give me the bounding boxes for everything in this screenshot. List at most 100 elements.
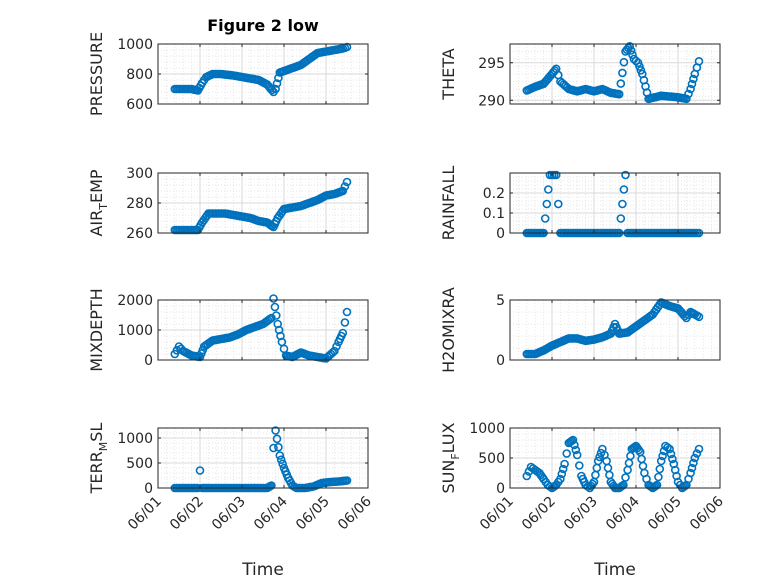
data-point xyxy=(275,451,285,460)
data-point xyxy=(692,449,702,458)
y-tick-label: 500 xyxy=(126,456,153,472)
data-point xyxy=(680,481,690,491)
data-point xyxy=(574,461,584,470)
x-tick-label: 06/03 xyxy=(209,494,249,534)
data-point xyxy=(326,349,336,359)
data-point xyxy=(672,471,681,481)
data-point xyxy=(265,84,275,93)
data-point xyxy=(684,89,693,99)
data-point xyxy=(636,66,646,75)
data-point xyxy=(694,444,704,454)
data-points xyxy=(170,42,352,97)
x-tick-label: 06/03 xyxy=(561,494,601,534)
data-point xyxy=(654,472,663,482)
chart-title: Figure 2 low xyxy=(207,16,319,35)
data-point xyxy=(571,445,581,455)
data-point xyxy=(541,477,551,487)
subplot-terrmsl: 06/01 06/02 06/03 06/04 06/05 06/06 0 500 1000 TE… xyxy=(87,423,375,534)
y-axis-label: TERRMSL xyxy=(87,423,110,495)
data-point xyxy=(628,50,637,60)
y-axis-label: MIXDEPTH xyxy=(87,288,106,371)
y-tick-label: 280 xyxy=(126,196,153,212)
data-point xyxy=(562,449,572,458)
data-point xyxy=(553,70,563,80)
subplot-theta: 290 295 THETA xyxy=(439,41,721,109)
data-point xyxy=(553,477,563,487)
data-point xyxy=(340,476,350,486)
data-point xyxy=(618,199,627,209)
data-point xyxy=(638,461,648,471)
y-axis-label: AIRTEMP xyxy=(87,169,110,236)
y-axis-label: RAINFALL xyxy=(439,166,458,241)
y-tick-label: 2000 xyxy=(117,293,153,309)
y-tick-label: 1000 xyxy=(117,431,153,447)
data-point xyxy=(686,84,695,94)
data-point xyxy=(522,471,532,481)
data-point xyxy=(570,440,579,450)
y-tick-label: 500 xyxy=(478,451,505,467)
data-point xyxy=(278,459,287,469)
data-point xyxy=(271,311,281,320)
data-point xyxy=(619,185,629,194)
data-point xyxy=(545,482,555,491)
y-axis-label: H2OMIXRA xyxy=(439,287,458,373)
data-point xyxy=(267,85,277,95)
data-point xyxy=(592,463,602,473)
data-point xyxy=(272,434,282,444)
y-tick-label: 0.2 xyxy=(483,186,505,202)
data-point xyxy=(342,307,352,317)
data-point xyxy=(635,62,644,71)
subplot-airtemp: 260 280 300 AIRTEMP xyxy=(87,166,369,242)
y-tick-label: 1000 xyxy=(117,323,153,339)
data-point xyxy=(692,63,702,72)
y-tick-label: 0 xyxy=(144,353,153,369)
x-tick-label: 06/06 xyxy=(335,493,375,533)
axes-box xyxy=(509,299,721,361)
data-point xyxy=(634,445,644,455)
data-point xyxy=(656,456,666,466)
data-point xyxy=(265,314,275,324)
data-point xyxy=(279,344,289,354)
data-point xyxy=(557,469,567,479)
y-tick-label: 1000 xyxy=(117,37,153,53)
data-point xyxy=(172,345,182,355)
data-point xyxy=(687,463,697,473)
data-point xyxy=(622,45,632,55)
data-point xyxy=(558,464,568,474)
data-point xyxy=(542,199,552,209)
data-point xyxy=(651,481,660,491)
x-tick-label: 06/02 xyxy=(167,494,207,534)
data-point xyxy=(605,470,614,480)
x-tick-label: 06/05 xyxy=(645,494,685,534)
data-point xyxy=(270,302,280,312)
data-point xyxy=(684,474,693,484)
data-point xyxy=(689,74,698,84)
subplot-rainfall: 0 0.1 0.2 RAINFALL xyxy=(439,166,721,242)
data-point xyxy=(271,426,280,435)
data-point xyxy=(689,458,698,468)
data-point xyxy=(543,185,553,194)
data-points xyxy=(522,435,704,493)
data-point xyxy=(655,464,665,474)
data-point xyxy=(658,451,667,461)
data-point xyxy=(678,309,688,319)
data-points xyxy=(522,41,704,104)
x-tick-label: 06/04 xyxy=(603,493,643,533)
data-point xyxy=(666,449,676,459)
data-points xyxy=(170,177,352,235)
data-point xyxy=(336,44,346,54)
data-point xyxy=(647,482,656,492)
data-point xyxy=(276,455,286,465)
y-axis-label: PRESSURE xyxy=(87,32,106,116)
data-point xyxy=(613,89,622,99)
data-point xyxy=(272,79,282,88)
data-point xyxy=(690,453,700,463)
y-tick-label: 600 xyxy=(126,97,153,113)
data-point xyxy=(617,481,627,491)
y-axis-label: THETA xyxy=(439,48,458,100)
data-point xyxy=(274,442,283,452)
data-point xyxy=(668,454,677,464)
axes-background xyxy=(510,173,720,233)
subplot-pressure: 600 800 1000 PRESSURE Figure 2 low xyxy=(87,16,369,116)
x-tick-label: 06/02 xyxy=(519,494,559,534)
